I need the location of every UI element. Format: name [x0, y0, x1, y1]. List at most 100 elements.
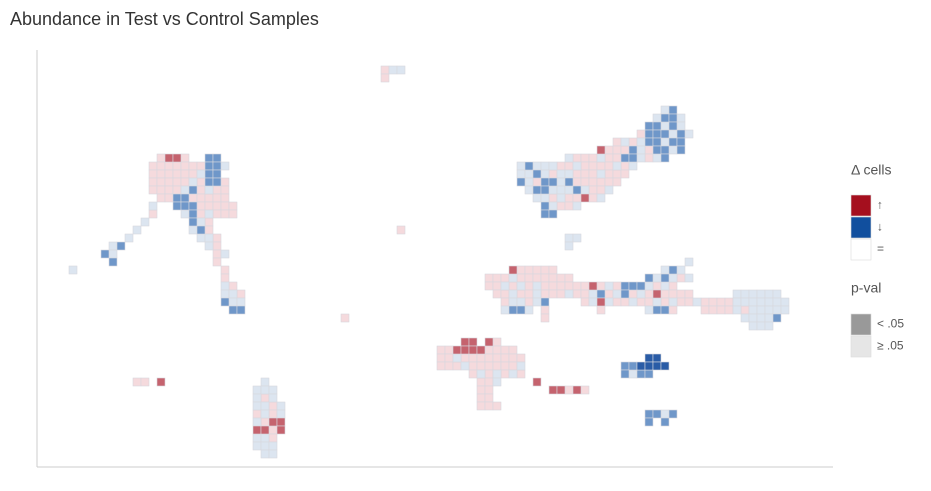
tile: [524, 289, 534, 299]
tile: [380, 65, 390, 75]
tile: [492, 273, 502, 283]
tile: [556, 169, 566, 179]
tile: [756, 297, 766, 307]
tile: [204, 217, 214, 227]
tile: [212, 241, 222, 251]
tile: [620, 289, 630, 299]
tile: [772, 289, 782, 299]
tile: [588, 281, 598, 291]
tile: [164, 185, 174, 195]
tile: [508, 353, 518, 363]
tile: [660, 113, 670, 123]
tile: [628, 289, 638, 299]
tile: [396, 65, 406, 75]
tile: [196, 225, 206, 235]
tile: [188, 225, 198, 235]
tile: [484, 353, 494, 363]
tile: [188, 169, 198, 179]
tile: [276, 409, 286, 419]
tile: [548, 385, 558, 395]
tile: [748, 313, 758, 323]
tile: [484, 401, 494, 411]
tile: [580, 193, 590, 203]
tile: [468, 345, 478, 355]
tile: [164, 161, 174, 171]
tile: [652, 145, 662, 155]
tile: [500, 297, 510, 307]
tile: [172, 169, 182, 179]
tile: [236, 297, 246, 307]
tile: [156, 161, 166, 171]
tile: [684, 297, 694, 307]
tile: [652, 361, 662, 371]
tile: [588, 297, 598, 307]
tile: [444, 353, 454, 363]
tile: [636, 369, 646, 379]
legend-swatch: [850, 313, 872, 336]
tile: [252, 385, 262, 395]
tile: [252, 433, 262, 443]
tile: [532, 193, 542, 203]
tile: [596, 161, 606, 171]
tile: [524, 273, 534, 283]
tile: [564, 385, 574, 395]
tile: [660, 281, 670, 291]
tile: [220, 281, 230, 291]
tile: [612, 177, 622, 187]
tile: [540, 289, 550, 299]
tile: [268, 417, 278, 427]
tile: [196, 217, 206, 227]
tile: [228, 209, 238, 219]
tile: [252, 425, 262, 435]
tile: [652, 121, 662, 131]
tile: [540, 297, 550, 307]
tile: [572, 153, 582, 163]
tile: [660, 273, 670, 283]
tile: [204, 185, 214, 195]
tile: [540, 185, 550, 195]
tile: [116, 241, 126, 251]
tile: [476, 385, 486, 395]
tile: [276, 401, 286, 411]
tile: [540, 201, 550, 211]
tile: [732, 305, 742, 315]
tile: [500, 345, 510, 355]
tile: [644, 145, 654, 155]
tile: [212, 169, 222, 179]
tile: [676, 297, 686, 307]
tile: [612, 137, 622, 147]
tile: [556, 273, 566, 283]
tile: [500, 361, 510, 371]
tile: [620, 281, 630, 291]
tile: [180, 177, 190, 187]
tile: [772, 305, 782, 315]
tile: [220, 265, 230, 275]
tile: [548, 209, 558, 219]
tile: [532, 161, 542, 171]
tile: [540, 305, 550, 315]
tile: [580, 281, 590, 291]
tile: [564, 161, 574, 171]
tile: [444, 345, 454, 355]
tile: [260, 409, 270, 419]
tile: [668, 145, 678, 155]
tile: [516, 289, 526, 299]
tile: [644, 417, 654, 427]
tile: [516, 169, 526, 179]
tile: [236, 289, 246, 299]
tile: [196, 185, 206, 195]
tile: [684, 273, 694, 283]
tile: [668, 121, 678, 131]
tile: [460, 337, 470, 347]
tile: [660, 265, 670, 275]
tile: [652, 289, 662, 299]
tile: [228, 281, 238, 291]
tile: [572, 201, 582, 211]
tile: [564, 273, 574, 283]
tile: [260, 377, 270, 387]
tile: [108, 241, 118, 251]
tile: [676, 289, 686, 299]
tile: [716, 297, 726, 307]
tile: [660, 153, 670, 163]
tile: [636, 145, 646, 155]
